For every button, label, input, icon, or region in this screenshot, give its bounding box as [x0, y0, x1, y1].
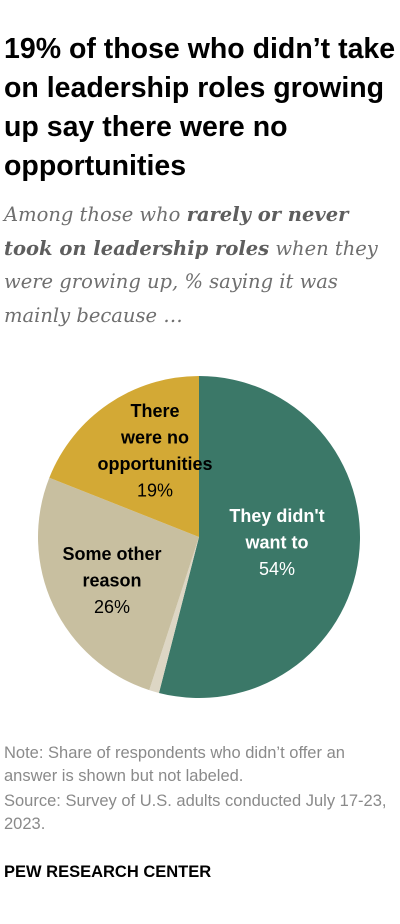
brand-logo-text: PEW RESEARCH CENTER [4, 863, 212, 881]
note-text: Note: Share of respondents who didn’t of… [4, 744, 345, 785]
pie-slice-1 [149, 537, 199, 693]
slice-category-label-0: want to [245, 533, 309, 553]
slice-category-label-3: opportunities [98, 454, 213, 474]
pie-slice-0 [158, 376, 361, 698]
pie-slice-2 [38, 477, 199, 691]
chart-title: 19% of those who didn’t take on leadersh… [4, 33, 396, 182]
chart-subtitle: Among those who rarely or never took on … [4, 198, 398, 332]
pie-slice-3 [49, 376, 200, 537]
subtitle-text-post: when they were growing up, % saying it w… [4, 236, 378, 327]
slice-category-label-3: There [130, 401, 179, 421]
slice-category-label-2: reason [82, 571, 141, 591]
chart-footer: Note: Share of respondents who didn’t of… [4, 742, 398, 836]
subtitle-text-pre: Among those who [4, 203, 187, 226]
slice-category-label-0: They didn't [229, 506, 324, 526]
source-text: Source: Survey of U.S. adults conducted … [4, 792, 387, 833]
slice-value-label-3: 19% [137, 481, 173, 501]
slice-category-label-3: were no [120, 428, 189, 448]
slice-category-label-2: Some other [62, 544, 161, 564]
pie-chart: They didn't want to 54% Some other reason 26%… [38, 376, 361, 698]
subtitle-text-bold: rarely or never took on leadership roles [4, 203, 349, 260]
pie-slices [38, 376, 361, 698]
slice-value-label-2: 26% [94, 597, 130, 617]
pie-labels: They didn't want to 54% Some other reason 26%… [62, 401, 324, 617]
slice-value-label-0: 54% [259, 559, 295, 579]
